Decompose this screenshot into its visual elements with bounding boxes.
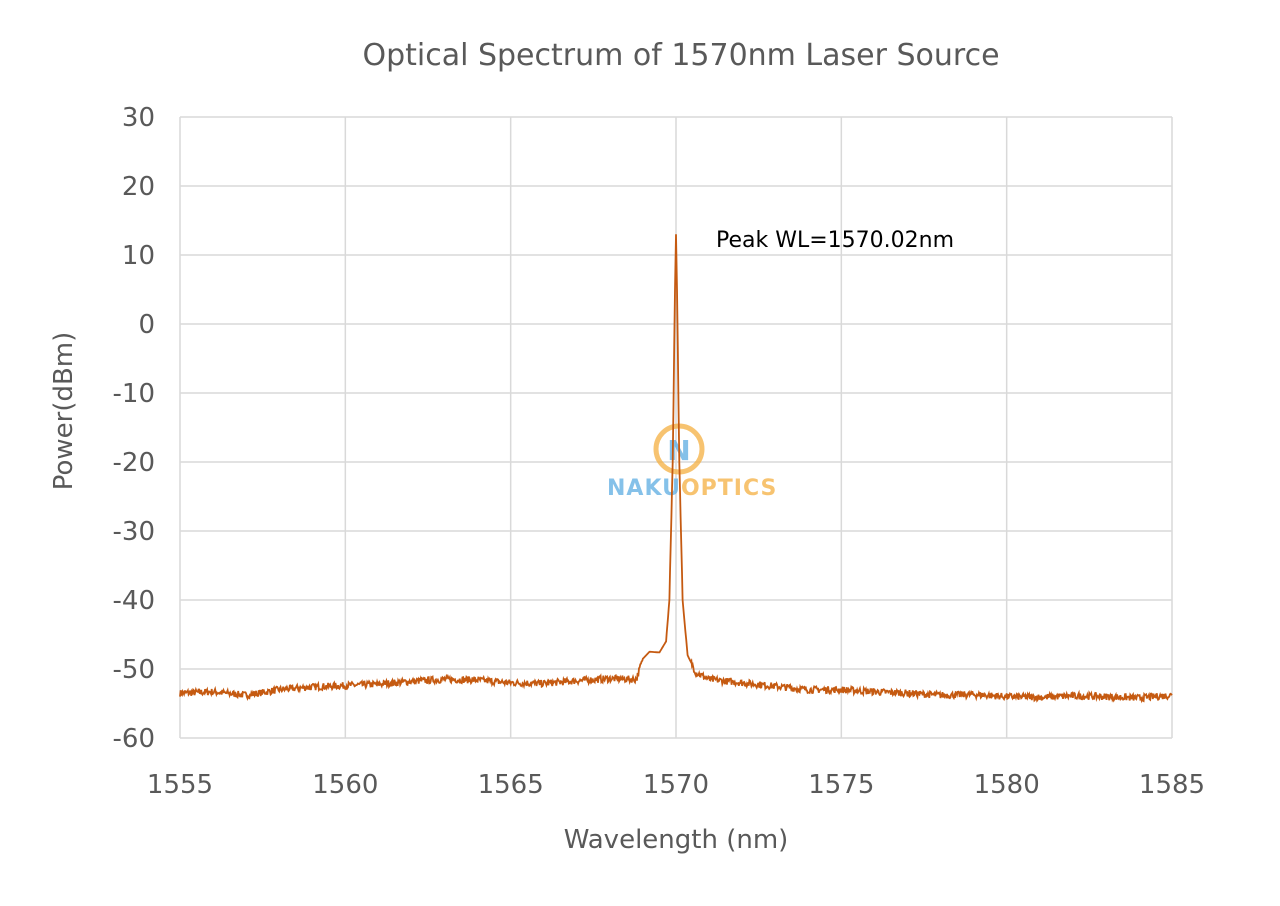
y-axis-label: Power(dBm): [49, 332, 79, 491]
y-tick-label: 10: [122, 241, 155, 271]
peak-annotation: Peak WL=1570.02nm: [716, 228, 954, 253]
x-tick-label: 1570: [643, 770, 709, 800]
y-tick-label: 30: [122, 103, 155, 133]
watermark-text-right: OPTICS: [681, 476, 777, 501]
x-tick-label: 1560: [312, 770, 378, 800]
watermark-logo: N NAKUOPTICS: [607, 423, 777, 501]
x-tick-label: 1575: [808, 770, 874, 800]
x-axis-label: Wavelength (nm): [564, 825, 789, 855]
x-tick-label: 1585: [1139, 770, 1205, 800]
y-tick-label: -40: [113, 586, 155, 616]
y-tick-label: -60: [113, 724, 155, 754]
watermark-text-left: NAKU: [607, 476, 681, 501]
y-tick-label: 20: [122, 172, 155, 202]
x-tick-label: 1555: [147, 770, 213, 800]
y-tick-label: -10: [113, 379, 155, 409]
y-tick-label: -50: [113, 655, 155, 685]
spectrum-line: [179, 234, 1173, 704]
y-tick-label: 0: [138, 310, 155, 340]
svg-text:NAKUOPTICS: NAKUOPTICS: [607, 476, 777, 501]
y-tick-label: -20: [113, 448, 155, 478]
x-tick-label: 1565: [478, 770, 544, 800]
y-tick-label: -30: [113, 517, 155, 547]
x-tick-label: 1580: [974, 770, 1040, 800]
chart-title: Optical Spectrum of 1570nm Laser Source: [362, 38, 999, 73]
